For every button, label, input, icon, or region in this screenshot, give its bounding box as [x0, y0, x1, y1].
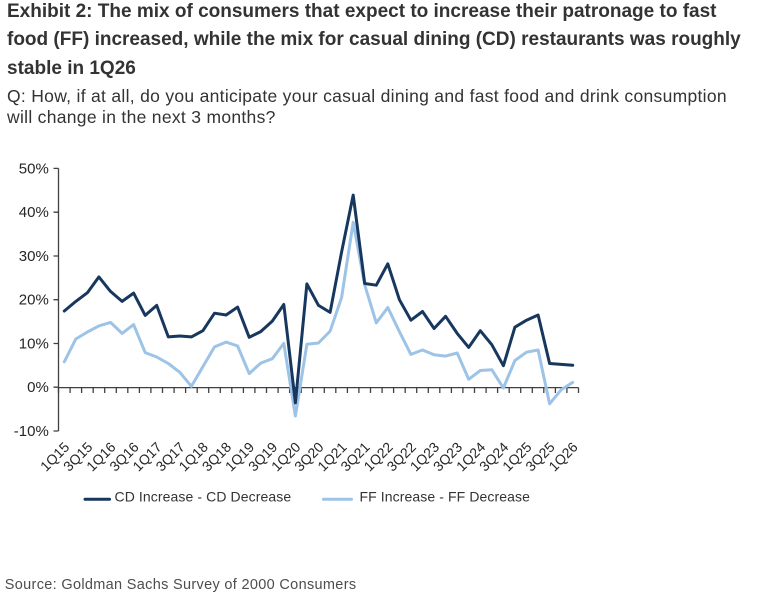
svg-text:0%: 0% — [27, 379, 49, 396]
svg-text:30%: 30% — [19, 248, 49, 265]
svg-text:10%: 10% — [19, 336, 49, 353]
svg-text:50%: 50% — [19, 160, 49, 177]
svg-text:FF Increase - FF Decrease: FF Increase - FF Decrease — [360, 489, 531, 505]
svg-text:20%: 20% — [19, 292, 49, 309]
svg-text:-10%: -10% — [14, 423, 49, 440]
svg-text:40%: 40% — [19, 204, 49, 221]
svg-text:CD Increase - CD Decrease: CD Increase - CD Decrease — [115, 489, 292, 505]
